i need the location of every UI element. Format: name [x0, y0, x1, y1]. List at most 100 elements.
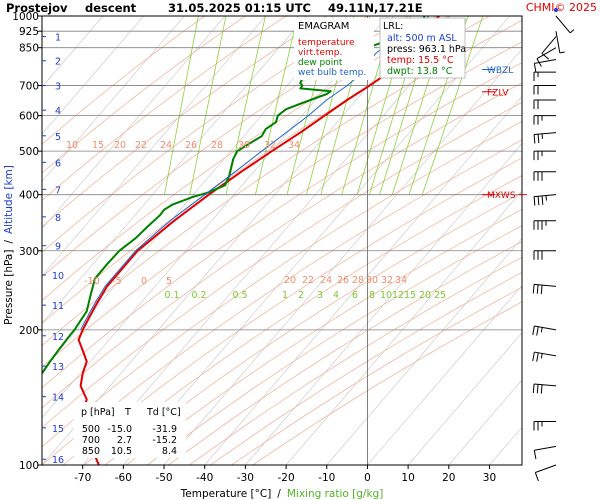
wind-barb-half-flag — [559, 51, 565, 54]
summary-cell: -31.9 — [152, 424, 177, 435]
station-coordinates: 49.11N,17.21E — [328, 1, 423, 15]
wind-barb-flag — [536, 384, 539, 394]
mixing-ratio-label: 0.5 — [232, 290, 247, 301]
altitude-tick-label: 4 — [55, 106, 61, 117]
legend-title: EMAGRAM — [298, 21, 349, 32]
dry-adiabat-label: 28 — [352, 275, 364, 286]
altitude-tick-label: 5 — [55, 132, 61, 143]
isotherm-line — [326, 237, 522, 465]
isotherm-line — [42, 16, 144, 135]
mixing-ratio-label: 6 — [352, 290, 358, 301]
wind-barb-half-flag — [540, 327, 543, 333]
summary-cell: 10.5 — [111, 446, 132, 457]
lrl-alt: alt: 500 m ASL — [387, 33, 457, 44]
wind-barb-flag — [536, 326, 539, 336]
y-axis-label-separator: / — [3, 240, 15, 244]
isotherm-line — [42, 16, 226, 230]
wind-barb-flag — [541, 195, 544, 205]
dry-adiabat-line — [42, 139, 522, 465]
x-tick-label: -40 — [196, 472, 213, 484]
sounding-datetime: 31.05.2025 01:15 UTC — [168, 1, 311, 15]
summary-cell: -15.0 — [107, 424, 132, 435]
dry-adiabat-line — [104, 192, 522, 465]
mixing-ratio-line — [255, 16, 299, 195]
x-tick-label: -10 — [318, 472, 335, 484]
altitude-tick-label: 15 — [52, 424, 64, 435]
isotherm-line — [42, 16, 185, 182]
wind-barb-flag — [537, 134, 540, 144]
legend-background — [294, 18, 374, 80]
pressure-tick-label: 500 — [19, 146, 39, 158]
wind-barb-flag — [532, 284, 535, 294]
altitude-tick-label: 10 — [52, 271, 64, 282]
altitude-tick-label: 3 — [55, 82, 61, 93]
y-axis-label-pressure: Pressure [hPa] — [3, 250, 15, 325]
dry-adiabat-line — [147, 225, 522, 465]
dry-adiabat-label: 20 — [284, 275, 296, 286]
pressure-tick-label: 100 — [19, 460, 39, 472]
wind-barb-staff — [541, 36, 557, 54]
isotherm-line — [82, 16, 470, 465]
isotherm-line — [42, 16, 429, 465]
x-tick-label: 0 — [364, 472, 371, 484]
mixing-ratio-label: 8 — [369, 290, 375, 301]
wind-barb-staff — [534, 383, 557, 387]
wind-barb-staff — [536, 47, 557, 60]
dry-adiabat-label: 15 — [92, 140, 104, 151]
mixing-ratio-label: 3 — [317, 290, 323, 301]
summary-background — [74, 402, 186, 458]
plot-background — [42, 16, 600, 465]
wind-profile — [532, 8, 575, 482]
summary-header: T — [124, 407, 131, 418]
summary-header: Td [°C] — [146, 407, 181, 418]
x-axis-label-temperature: Temperature [°C] — [180, 488, 272, 500]
wind-barb-staff — [534, 132, 557, 135]
isotherm-line — [42, 16, 348, 371]
altitude-tick-label: 7 — [55, 185, 61, 196]
x-tick-label: -50 — [155, 472, 172, 484]
copyright: CHMI© 2025 — [526, 1, 597, 14]
pressure-tick-label: 600 — [19, 111, 39, 123]
x-tick-label: -60 — [115, 472, 132, 484]
x-tick-label: -20 — [277, 472, 294, 484]
wind-barb-flag — [536, 352, 539, 362]
wind-barb-staff — [534, 283, 557, 287]
dry-adiabat-label: 34 — [288, 140, 300, 151]
level-label: MXWS — [487, 191, 516, 201]
wind-barb-staff — [555, 15, 571, 34]
dry-adiabat-line — [83, 175, 522, 465]
isotherm-line — [530, 16, 600, 465]
dry-adiabat-label: 28 — [211, 140, 223, 151]
x-tick-label: -70 — [74, 472, 91, 484]
dry-adiabat-line — [42, 82, 522, 409]
y-axis-label: Pressure [hPa] / Altitude [km] — [3, 165, 15, 325]
mixing-ratio-label: 25 — [434, 290, 446, 301]
wind-barb-flag — [537, 196, 540, 206]
mixing-ratio-label: 1 — [282, 290, 288, 301]
dry-adiabat-label: 24 — [320, 275, 332, 286]
isotherm-line — [42, 16, 307, 324]
dry-adiabat-label: 30 — [238, 140, 250, 151]
isotherm-line — [489, 426, 522, 465]
lrl-temp: temp: 15.5 °C — [387, 55, 454, 66]
dry-adiabat-label: -5 — [112, 276, 121, 287]
altitude-tick-label: 12 — [52, 332, 64, 343]
dry-adiabat-label: 26 — [185, 140, 197, 151]
isotherm-line — [407, 332, 522, 465]
altitude-tick-label: 11 — [52, 301, 64, 312]
axes: -70 -60 -50 -40 -30 -20 -10 0 10 20 30100200300400… — [3, 11, 523, 500]
altitude-tick-label: 6 — [55, 158, 61, 169]
isotherm-line — [42, 16, 266, 277]
isotherm-line — [448, 379, 522, 465]
dry-adiabat-line — [42, 16, 490, 324]
lrl-press: press: 963.1 hPa — [387, 44, 466, 55]
isotherm-line — [245, 143, 522, 465]
dry-adiabat-line — [189, 256, 522, 465]
summary-cell: 8.4 — [162, 446, 177, 457]
wind-barb-staff — [555, 31, 561, 53]
pressure-tick-label: 1000 — [12, 11, 39, 23]
x-tick-label: 10 — [401, 472, 414, 484]
mixing-ratio-label: 0.1 — [164, 290, 179, 301]
